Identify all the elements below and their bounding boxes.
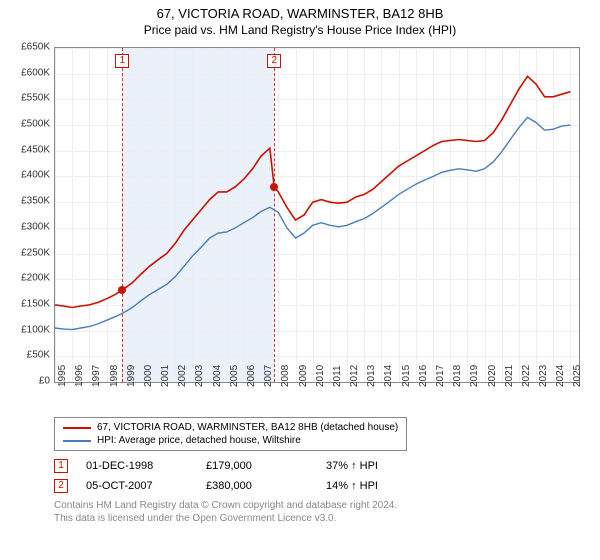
y-axis-label: £200K [21, 273, 50, 284]
x-axis-label: 2010 [315, 365, 326, 387]
x-axis-label: 2006 [246, 365, 257, 387]
x-axis-label: 2001 [160, 365, 171, 387]
y-axis-label: £650K [21, 42, 50, 53]
x-axis-label: 2003 [194, 365, 205, 387]
sale-badge: 1 [115, 54, 129, 68]
y-axis-label: £450K [21, 144, 50, 155]
sale-date: 05-OCT-2007 [86, 480, 206, 492]
attribution-footer: Contains HM Land Registry data © Crown c… [54, 499, 590, 525]
x-axis-label: 2014 [383, 365, 394, 387]
legend-item-subject: 67, VICTORIA ROAD, WARMINSTER, BA12 8HB … [63, 422, 398, 433]
x-axis-label: 2008 [280, 365, 291, 387]
chart-container: 12 £0£50K£100K£150K£200K£250K£300K£350K£… [10, 43, 590, 413]
legend-label: HPI: Average price, detached house, Wilt… [97, 435, 301, 446]
y-axis-label: £50K [27, 350, 50, 361]
x-axis-label: 2013 [366, 365, 377, 387]
x-axis-label: 2009 [298, 365, 309, 387]
x-axis-label: 2005 [229, 365, 240, 387]
x-axis-label: 2015 [401, 365, 412, 387]
chart-subtitle: Price paid vs. HM Land Registry's House … [10, 23, 590, 37]
series-line-subject [55, 76, 570, 307]
sales-row: 1 01-DEC-1998£179,00037% ↑ HPI [54, 459, 590, 473]
footer-line: Contains HM Land Registry data © Crown c… [54, 499, 590, 512]
x-axis-label: 1997 [91, 365, 102, 387]
sales-row: 2 05-OCT-2007£380,00014% ↑ HPI [54, 479, 590, 493]
legend-item-hpi: HPI: Average price, detached house, Wilt… [63, 435, 398, 446]
sales-table: 1 01-DEC-1998£179,00037% ↑ HPI 2 05-OCT-200… [54, 459, 590, 493]
sale-badge: 2 [54, 479, 68, 493]
legend-swatch [63, 440, 91, 442]
legend-swatch [63, 427, 91, 429]
y-axis-label: £600K [21, 67, 50, 78]
x-axis-label: 2012 [349, 365, 360, 387]
sale-price: £380,000 [206, 480, 326, 492]
x-axis-label: 2000 [143, 365, 154, 387]
x-axis-label: 2023 [538, 365, 549, 387]
sale-delta: 14% ↑ HPI [326, 480, 446, 492]
chart-title: 67, VICTORIA ROAD, WARMINSTER, BA12 8HB [10, 6, 590, 21]
y-axis-label: £550K [21, 93, 50, 104]
y-axis-label: £350K [21, 196, 50, 207]
x-axis-label: 2020 [487, 365, 498, 387]
x-axis-label: 2002 [177, 365, 188, 387]
x-axis-label: 2004 [212, 365, 223, 387]
x-axis-label: 2011 [332, 365, 343, 387]
y-axis-label: £400K [21, 170, 50, 181]
x-axis-label: 1998 [109, 365, 120, 387]
y-axis-label: £500K [21, 119, 50, 130]
sale-point [270, 183, 278, 191]
x-axis-label: 2016 [418, 365, 429, 387]
x-axis-label: 2021 [504, 365, 515, 387]
footer-line: This data is licensed under the Open Gov… [54, 512, 590, 525]
plot-area: 12 [54, 47, 580, 383]
sale-badge: 2 [267, 54, 281, 68]
x-axis-label: 2018 [452, 365, 463, 387]
sale-delta: 37% ↑ HPI [326, 460, 446, 472]
x-axis-label: 2007 [263, 365, 274, 387]
y-axis-label: £250K [21, 247, 50, 258]
y-axis-label: £100K [21, 324, 50, 335]
x-axis-label: 2024 [555, 365, 566, 387]
x-axis-label: 2025 [572, 365, 583, 387]
x-axis-label: 2022 [521, 365, 532, 387]
y-axis-label: £0 [39, 376, 50, 387]
sale-point [118, 286, 126, 294]
x-axis-label: 1999 [126, 365, 137, 387]
y-axis-label: £150K [21, 298, 50, 309]
x-axis-label: 2019 [469, 365, 480, 387]
sale-price: £179,000 [206, 460, 326, 472]
sale-badge: 1 [54, 459, 68, 473]
legend-box: 67, VICTORIA ROAD, WARMINSTER, BA12 8HB … [54, 417, 407, 451]
legend-label: 67, VICTORIA ROAD, WARMINSTER, BA12 8HB … [97, 422, 398, 433]
series-svg [55, 48, 579, 382]
x-axis-label: 1995 [57, 365, 68, 387]
x-axis-label: 2017 [435, 365, 446, 387]
y-axis-label: £300K [21, 221, 50, 232]
series-line-hpi [55, 117, 570, 329]
sale-date: 01-DEC-1998 [86, 460, 206, 472]
x-axis-label: 1996 [74, 365, 85, 387]
